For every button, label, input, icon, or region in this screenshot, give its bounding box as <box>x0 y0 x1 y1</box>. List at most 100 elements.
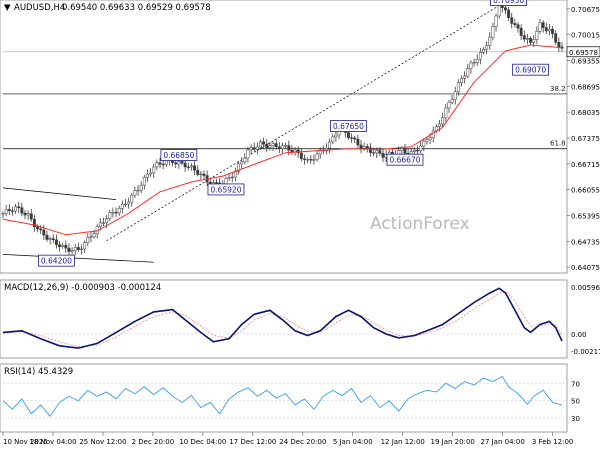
macd-layer <box>2 287 563 349</box>
channel-line <box>2 254 154 263</box>
candle-body <box>174 162 178 165</box>
candle-body <box>287 145 291 151</box>
candle-body <box>271 143 275 147</box>
candle-body <box>240 161 244 165</box>
candle-body <box>139 184 143 191</box>
x-tick-label: 24 Dec 20:00 <box>279 438 326 446</box>
candle-body <box>189 165 193 168</box>
price-annotation-label: 0.67650 <box>333 122 364 131</box>
candle-body <box>353 137 357 140</box>
candle-body <box>108 212 112 219</box>
price-annotation-box <box>386 153 424 166</box>
candle-body <box>105 218 109 224</box>
candle-body <box>136 189 140 192</box>
candle-body <box>359 144 363 149</box>
candle-body <box>412 149 416 152</box>
candle-body <box>224 178 228 185</box>
candle-body <box>80 248 83 251</box>
candle-body <box>284 145 288 147</box>
candle-body <box>42 229 46 236</box>
x-tick-label: 10 Nov 2025 <box>3 438 48 446</box>
candle-body <box>89 236 93 238</box>
candle-body <box>196 169 200 175</box>
price-y-tick-label: 0.70675 <box>571 6 600 14</box>
candle-body <box>535 31 539 40</box>
candle-body <box>152 166 156 174</box>
candle-body <box>472 62 476 64</box>
ohlc-readout: 0.69540 0.69633 0.69529 0.69578 <box>62 3 211 13</box>
candle-body <box>522 35 526 40</box>
candle-body <box>331 136 335 143</box>
candle-body <box>422 140 426 147</box>
candle-body <box>48 238 52 240</box>
macd-line <box>2 287 563 349</box>
candle-body <box>497 5 501 17</box>
candle-body <box>67 247 71 252</box>
candle-body <box>507 9 511 18</box>
candle-body <box>202 173 206 176</box>
candle-body <box>277 146 281 149</box>
candle-body <box>1 213 5 215</box>
candle-body <box>456 82 460 93</box>
candle-body <box>180 161 184 164</box>
candle-body <box>133 190 137 196</box>
candle-body <box>381 153 385 158</box>
candle-body <box>444 107 448 119</box>
macd-y-tick-label: -0.002177 <box>571 348 600 356</box>
candle-body <box>268 145 272 148</box>
candle-body <box>453 91 457 100</box>
candle-body <box>519 27 523 36</box>
candle-body <box>325 147 328 151</box>
rsi-y-tick-label: 30 <box>571 415 580 423</box>
candle-body <box>365 146 369 149</box>
candle-body <box>551 28 555 34</box>
rsi-y-tick-label: 50 <box>571 398 580 406</box>
candle-body <box>450 99 454 103</box>
channel-line <box>2 187 117 200</box>
price-y-tick-label: 0.68035 <box>571 109 600 117</box>
candle-body <box>309 159 313 161</box>
price-annotation-label: 0.65920 <box>210 185 241 194</box>
x-tick-label: 25 Nov 12:00 <box>79 438 126 446</box>
candle-body <box>7 209 11 212</box>
candle-body <box>83 242 87 250</box>
candle-body <box>428 137 432 140</box>
candle-body <box>14 206 18 212</box>
candle-body <box>73 247 77 251</box>
current-price-label: 0.69578 <box>569 49 598 57</box>
candle-body <box>425 139 429 142</box>
candle-body <box>124 203 127 206</box>
price-y-tick-label: 0.64735 <box>571 238 600 246</box>
candle-body <box>362 146 366 149</box>
candle-body <box>416 149 419 152</box>
x-tick-label: 19 Jan 20:00 <box>431 438 475 446</box>
candle-body <box>114 212 118 214</box>
candle-body <box>58 244 61 247</box>
moving-average-line <box>2 44 563 236</box>
price-y-tick-label: 0.70015 <box>571 32 600 40</box>
candle-body <box>419 145 423 151</box>
candle-body <box>249 147 253 151</box>
candle-body <box>92 233 96 237</box>
price-annotation-box <box>207 183 245 196</box>
macd-panel-frame <box>0 279 568 359</box>
candle-body <box>230 176 234 179</box>
x-tick-label: 2 Dec 20:00 <box>132 438 175 446</box>
candle-body <box>117 208 121 214</box>
x-tick-label: 27 Jan 04:00 <box>480 438 524 446</box>
candle-body <box>39 228 43 231</box>
candle-body <box>142 176 146 186</box>
candle-body <box>32 219 36 228</box>
candle-body <box>469 62 473 69</box>
candle-body <box>460 78 463 83</box>
candle-body <box>98 222 102 227</box>
candle-body <box>447 101 451 109</box>
rsi-layer <box>2 375 563 417</box>
fib-level-label: 38.2 <box>550 85 566 93</box>
candle-body <box>510 17 514 24</box>
rsi-label: RSI(14) 45.4329 <box>4 367 73 377</box>
price-y-tick-label: 0.66715 <box>571 161 600 169</box>
candle-body <box>554 33 558 43</box>
candle-body <box>504 7 507 11</box>
candle-body <box>475 58 479 63</box>
